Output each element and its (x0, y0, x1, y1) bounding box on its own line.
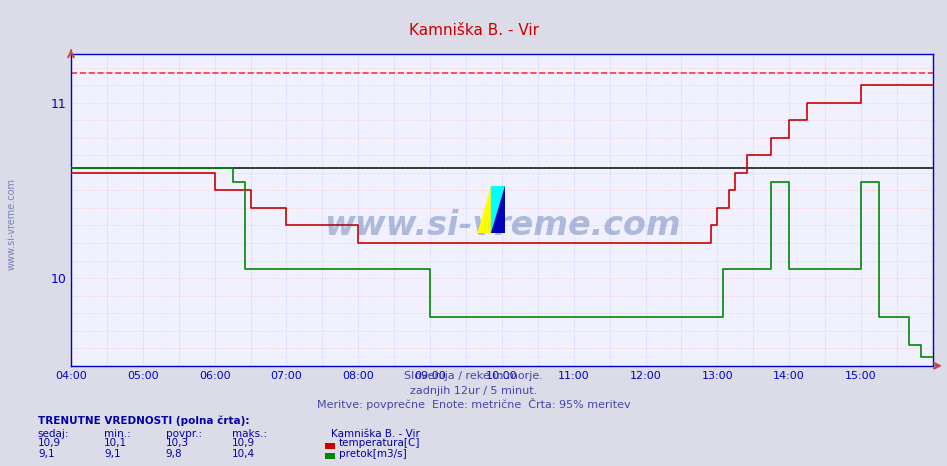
Text: 10,9: 10,9 (38, 439, 61, 448)
Text: povpr.:: povpr.: (166, 429, 202, 439)
Text: 9,1: 9,1 (104, 449, 121, 459)
Text: TRENUTNE VREDNOSTI (polna črta):: TRENUTNE VREDNOSTI (polna črta): (38, 416, 249, 426)
Text: Kamniška B. - Vir: Kamniška B. - Vir (331, 429, 420, 439)
Text: www.si-vreme.com: www.si-vreme.com (7, 178, 16, 270)
Text: 10,9: 10,9 (232, 439, 255, 448)
Polygon shape (478, 186, 491, 233)
Text: www.si-vreme.com: www.si-vreme.com (324, 209, 680, 242)
Text: 9,8: 9,8 (166, 449, 183, 459)
Text: pretok[m3/s]: pretok[m3/s] (339, 449, 407, 459)
Text: Slovenija / reke in morje.: Slovenija / reke in morje. (404, 371, 543, 381)
Text: maks.:: maks.: (232, 429, 267, 439)
Text: sedaj:: sedaj: (38, 429, 69, 439)
Text: 9,1: 9,1 (38, 449, 55, 459)
Text: temperatura[C]: temperatura[C] (339, 439, 420, 448)
Text: zadnjih 12ur / 5 minut.: zadnjih 12ur / 5 minut. (410, 386, 537, 396)
Text: 10,3: 10,3 (166, 439, 188, 448)
Text: Meritve: povprečne  Enote: metrične  Črta: 95% meritev: Meritve: povprečne Enote: metrične Črta:… (316, 398, 631, 410)
Polygon shape (491, 186, 505, 233)
Text: min.:: min.: (104, 429, 131, 439)
Text: 10,1: 10,1 (104, 439, 127, 448)
Text: Kamniška B. - Vir: Kamniška B. - Vir (408, 23, 539, 38)
Text: 10,4: 10,4 (232, 449, 255, 459)
Polygon shape (491, 186, 505, 233)
